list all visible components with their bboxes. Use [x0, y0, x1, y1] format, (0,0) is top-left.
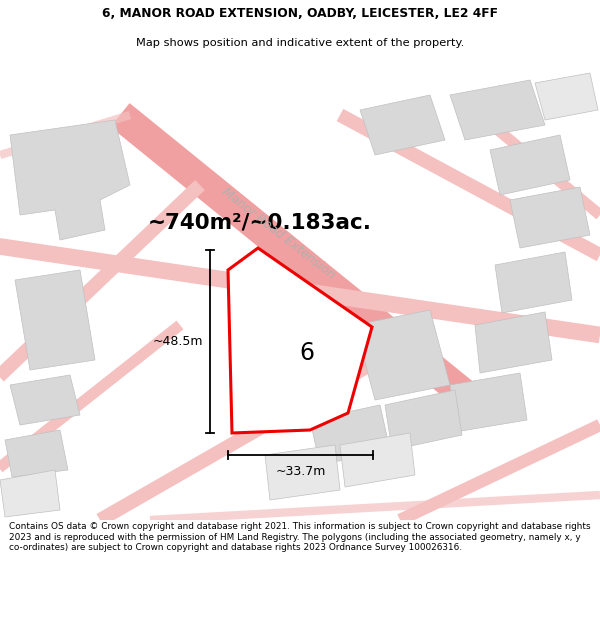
Polygon shape	[490, 135, 570, 195]
Polygon shape	[510, 187, 590, 248]
Text: Map shows position and indicative extent of the property.: Map shows position and indicative extent…	[136, 38, 464, 48]
Polygon shape	[355, 310, 450, 400]
Polygon shape	[5, 430, 68, 477]
Polygon shape	[10, 120, 130, 240]
Polygon shape	[15, 270, 95, 370]
Polygon shape	[385, 390, 462, 450]
Polygon shape	[228, 248, 372, 433]
Text: ~48.5m: ~48.5m	[152, 335, 203, 348]
Polygon shape	[340, 433, 415, 487]
Text: Manor Road Extension: Manor Road Extension	[219, 185, 337, 281]
Text: ~740m²/~0.183ac.: ~740m²/~0.183ac.	[148, 213, 372, 233]
Polygon shape	[450, 80, 545, 140]
Text: 6: 6	[299, 341, 314, 365]
Text: 6, MANOR ROAD EXTENSION, OADBY, LEICESTER, LE2 4FF: 6, MANOR ROAD EXTENSION, OADBY, LEICESTE…	[102, 8, 498, 20]
Polygon shape	[265, 445, 340, 500]
Polygon shape	[535, 73, 598, 120]
Text: ~33.7m: ~33.7m	[275, 465, 326, 478]
Polygon shape	[10, 375, 80, 425]
Polygon shape	[310, 405, 390, 465]
Polygon shape	[360, 95, 445, 155]
Polygon shape	[495, 252, 572, 313]
Polygon shape	[475, 312, 552, 373]
Text: Contains OS data © Crown copyright and database right 2021. This information is : Contains OS data © Crown copyright and d…	[9, 522, 590, 552]
Polygon shape	[450, 373, 527, 432]
Polygon shape	[0, 470, 60, 517]
